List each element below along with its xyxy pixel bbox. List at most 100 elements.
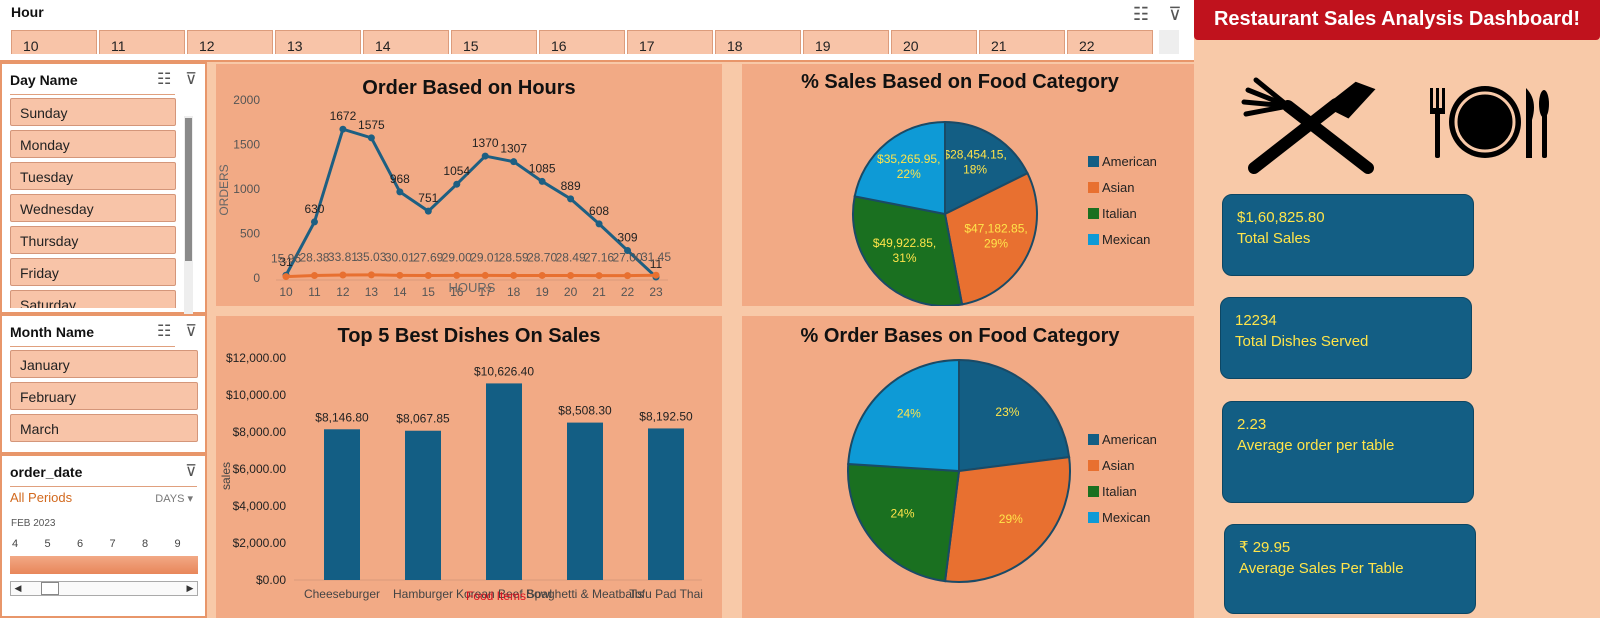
chart-title: Top 5 Best Dishes On Sales (337, 325, 600, 347)
x-tick-label: 11 (308, 285, 321, 299)
hour-slicer: Hour ☷ ⊽ 10 11 12 13 14 15 16 17 18 19 20 21 22 (0, 0, 1194, 62)
x-tick-label: 10 (279, 285, 293, 299)
bar[interactable] (567, 422, 603, 580)
hour-button-22[interactable]: 22 (1067, 30, 1153, 54)
timeline-day-5[interactable]: 5 (44, 538, 51, 550)
scroll-right-icon[interactable]: ▶ (186, 583, 194, 593)
x-tick-label: 22 (621, 285, 635, 299)
timeline-day-7[interactable]: 7 (109, 538, 116, 550)
hour-button-15[interactable]: 15 (451, 30, 537, 54)
pie-slice-asian[interactable] (943, 171, 1038, 306)
multi-select-icon[interactable]: ☷ (1132, 4, 1150, 24)
timeline-days: 4 5 6 7 8 9 (12, 538, 207, 550)
pie-slice-american[interactable] (944, 120, 1029, 216)
hour-scroll-stub[interactable] (1159, 30, 1179, 54)
time-level-dropdown[interactable]: DAYS ▾ (155, 493, 193, 505)
bar[interactable] (648, 428, 684, 580)
y-tick-label: $4,000.00 (233, 499, 287, 513)
bar[interactable] (324, 429, 360, 580)
hour-button-16[interactable]: 16 (539, 30, 625, 54)
hour-button-11[interactable]: 11 (99, 30, 185, 54)
data-label: 309 (618, 230, 638, 244)
data-label: 608 (589, 204, 609, 218)
data-label: 31.45 (641, 250, 671, 264)
day-button-wednesday[interactable]: Wednesday (10, 194, 176, 222)
hour-button-19[interactable]: 19 (803, 30, 889, 54)
data-label: $8,508.30 (558, 404, 612, 418)
data-label: 27.16 (584, 251, 614, 265)
timeline-day-4[interactable]: 4 (12, 538, 19, 550)
hour-button-17[interactable]: 17 (627, 30, 713, 54)
hour-button-18[interactable]: 18 (715, 30, 801, 54)
hour-button-13[interactable]: 13 (275, 30, 361, 54)
day-button-monday[interactable]: Monday (10, 130, 176, 158)
data-label: 28.38 (299, 250, 329, 264)
bar[interactable] (405, 430, 441, 580)
legend-label: Italian (1102, 484, 1137, 499)
sales-category-pie: % Sales Based on Food Category $28,454.15… (742, 64, 1194, 306)
bar[interactable] (486, 383, 522, 580)
timeline-scrollbar[interactable]: ◀ ▶ (10, 581, 198, 596)
timeline-day-8[interactable]: 8 (142, 538, 149, 550)
legend-swatch (1088, 156, 1099, 167)
hour-button-21[interactable]: 21 (979, 30, 1065, 54)
x-tick-label: 18 (507, 285, 521, 299)
pie-slice-mexican[interactable] (847, 358, 960, 473)
multi-select-icon[interactable]: ☷ (156, 71, 172, 88)
timeline-scroll-thumb[interactable] (41, 582, 59, 595)
month-name-slicer: Month Name ☷ ⊽ January February March (0, 314, 207, 454)
month-button-february[interactable]: February (10, 382, 198, 410)
multi-select-icon[interactable]: ☷ (156, 323, 172, 340)
clear-filter-icon[interactable]: ⊽ (185, 323, 197, 340)
day-button-sunday[interactable]: Sunday (10, 98, 176, 126)
series-point (538, 177, 546, 185)
month-button-january[interactable]: January (10, 350, 198, 378)
x-tick-label: Spaghetti & Meatballs (527, 587, 644, 601)
month-button-march[interactable]: March (10, 414, 198, 442)
data-label: 30.01 (385, 250, 415, 264)
data-label: 27.00 (613, 251, 643, 265)
series-point (567, 271, 575, 279)
legend-label: Mexican (1102, 232, 1150, 247)
data-label: 1575 (358, 118, 385, 132)
clear-filter-icon[interactable]: ⊽ (1168, 4, 1182, 24)
day-button-thursday[interactable]: Thursday (10, 226, 176, 254)
avg-sales-card: ₹ 29.95 Average Sales Per Table (1224, 524, 1476, 614)
series-point (282, 273, 290, 281)
day-button-friday[interactable]: Friday (10, 258, 176, 286)
timeline-selection-band[interactable] (10, 556, 198, 574)
slice-label: $28,454.15, 18% (943, 148, 1006, 177)
chart-title: Order Based on Hours (362, 77, 575, 99)
hour-button-12[interactable]: 12 (187, 30, 273, 54)
clear-filter-icon[interactable]: ⊽ (185, 463, 197, 480)
timeline-day-9[interactable]: 9 (174, 538, 181, 550)
pie-slice-american[interactable] (958, 358, 1071, 473)
x-axis-label: HOURS (449, 280, 496, 295)
x-tick-label: Hamburger (393, 587, 453, 601)
pie-slice-italian[interactable] (852, 195, 964, 306)
hour-button-20[interactable]: 20 (891, 30, 977, 54)
series-point (310, 218, 318, 226)
legend-swatch (1088, 460, 1099, 471)
data-label: 28.59 (499, 250, 529, 264)
pie-slice-mexican[interactable] (853, 120, 946, 216)
x-axis-label: Food Items (466, 589, 526, 603)
legend-label: Italian (1102, 206, 1137, 221)
data-label: 630 (304, 202, 324, 216)
timeline-day-6[interactable]: 6 (77, 538, 84, 550)
clear-filter-icon[interactable]: ⊽ (185, 71, 197, 88)
legend-label: American (1102, 432, 1157, 447)
pie-slice-italian[interactable] (847, 462, 961, 583)
day-list-scrollbar[interactable] (184, 116, 193, 326)
scroll-left-icon[interactable]: ◀ (14, 583, 22, 593)
day-button-saturday[interactable]: Saturday (10, 290, 176, 308)
legend-label: Asian (1102, 458, 1135, 473)
day-list: Sunday Monday Tuesday Wednesday Thursday Frid… (2, 64, 192, 308)
avg-order-card: 2.23 Average order per table (1222, 401, 1474, 503)
avg-sales-value: ₹ 29.95 (1239, 539, 1291, 556)
hour-button-10[interactable]: 10 (11, 30, 97, 54)
day-button-tuesday[interactable]: Tuesday (10, 162, 176, 190)
y-tick-label: 1500 (233, 138, 260, 152)
pie-slice-asian[interactable] (943, 455, 1071, 583)
hour-button-14[interactable]: 14 (363, 30, 449, 54)
